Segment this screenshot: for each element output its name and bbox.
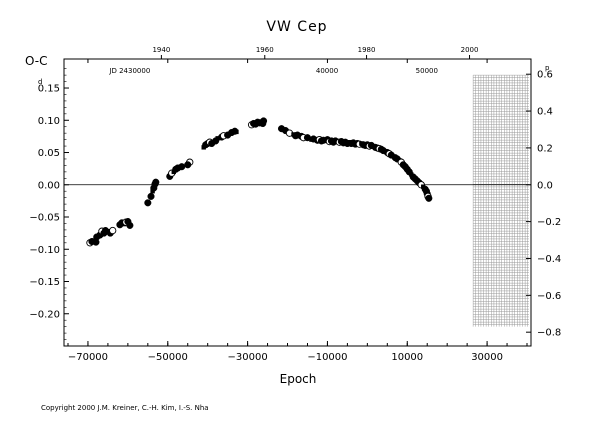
y-tick-label: 0.00	[38, 180, 60, 191]
jd-label: JD 2430000	[108, 67, 150, 75]
data-point-filled	[260, 117, 268, 125]
y-right-tick-label: −0.8	[537, 328, 561, 339]
data-point-filled	[126, 221, 134, 229]
y-axis-title: O-C	[25, 54, 48, 68]
y-right-unit-superscript: p	[545, 64, 550, 72]
x-tick-label: −30000	[228, 352, 268, 363]
y-right-tick-label: 0.4	[537, 107, 553, 118]
year-tick-label: 1960	[256, 46, 274, 54]
y-right-tick-label: −0.2	[537, 217, 561, 228]
x-axis-title: Epoch	[280, 372, 317, 386]
data-point-filled	[147, 192, 155, 200]
y-tick-label: −0.05	[29, 213, 60, 224]
y-tick-label: 0.10	[38, 116, 60, 127]
x-tick-label: −50000	[148, 352, 188, 363]
y-right-tick-label: −0.4	[537, 254, 561, 265]
y-tick-label: −0.20	[29, 309, 60, 320]
data-point-filled	[92, 238, 100, 246]
forecast-grid	[472, 74, 530, 327]
x-tick-label: −70000	[68, 352, 108, 363]
y-unit-superscript: d	[38, 78, 42, 86]
data-point-open	[109, 226, 117, 235]
copyright-text: Copyright 2000 J.M. Kreiner, C.-H. Kim, …	[41, 404, 209, 412]
y-right-tick-label: −0.6	[537, 291, 561, 302]
x-tick-label: 10000	[391, 352, 423, 363]
y-right-tick-label: 0.0	[537, 180, 553, 191]
data-point-filled	[152, 178, 160, 186]
y-tick-label: 0.05	[38, 148, 60, 159]
plot-frame	[63, 58, 532, 347]
year-tick-label: 1940	[152, 46, 170, 54]
data-point-filled	[178, 163, 186, 171]
data-point-square	[215, 136, 220, 141]
jd-label: 50000	[416, 67, 438, 75]
y-tick-label: 0.15	[38, 84, 60, 95]
y-tick-label: −0.10	[29, 245, 60, 256]
year-tick-label: 2000	[461, 46, 479, 54]
x-tick-label: 30000	[471, 352, 503, 363]
y-tick-label: −0.15	[29, 277, 60, 288]
data-point-filled	[184, 161, 192, 169]
y-right-tick-label: 0.6	[537, 70, 553, 81]
y-right-tick-label: 0.2	[537, 143, 553, 154]
jd-label: 40000	[316, 67, 338, 75]
data-point-filled	[144, 199, 152, 207]
data-point-filled	[425, 194, 433, 202]
year-tick-label: 1980	[358, 46, 376, 54]
data-point-square	[234, 129, 239, 135]
x-tick-label: −10000	[307, 352, 347, 363]
chart-title: VW Cep	[266, 19, 327, 35]
